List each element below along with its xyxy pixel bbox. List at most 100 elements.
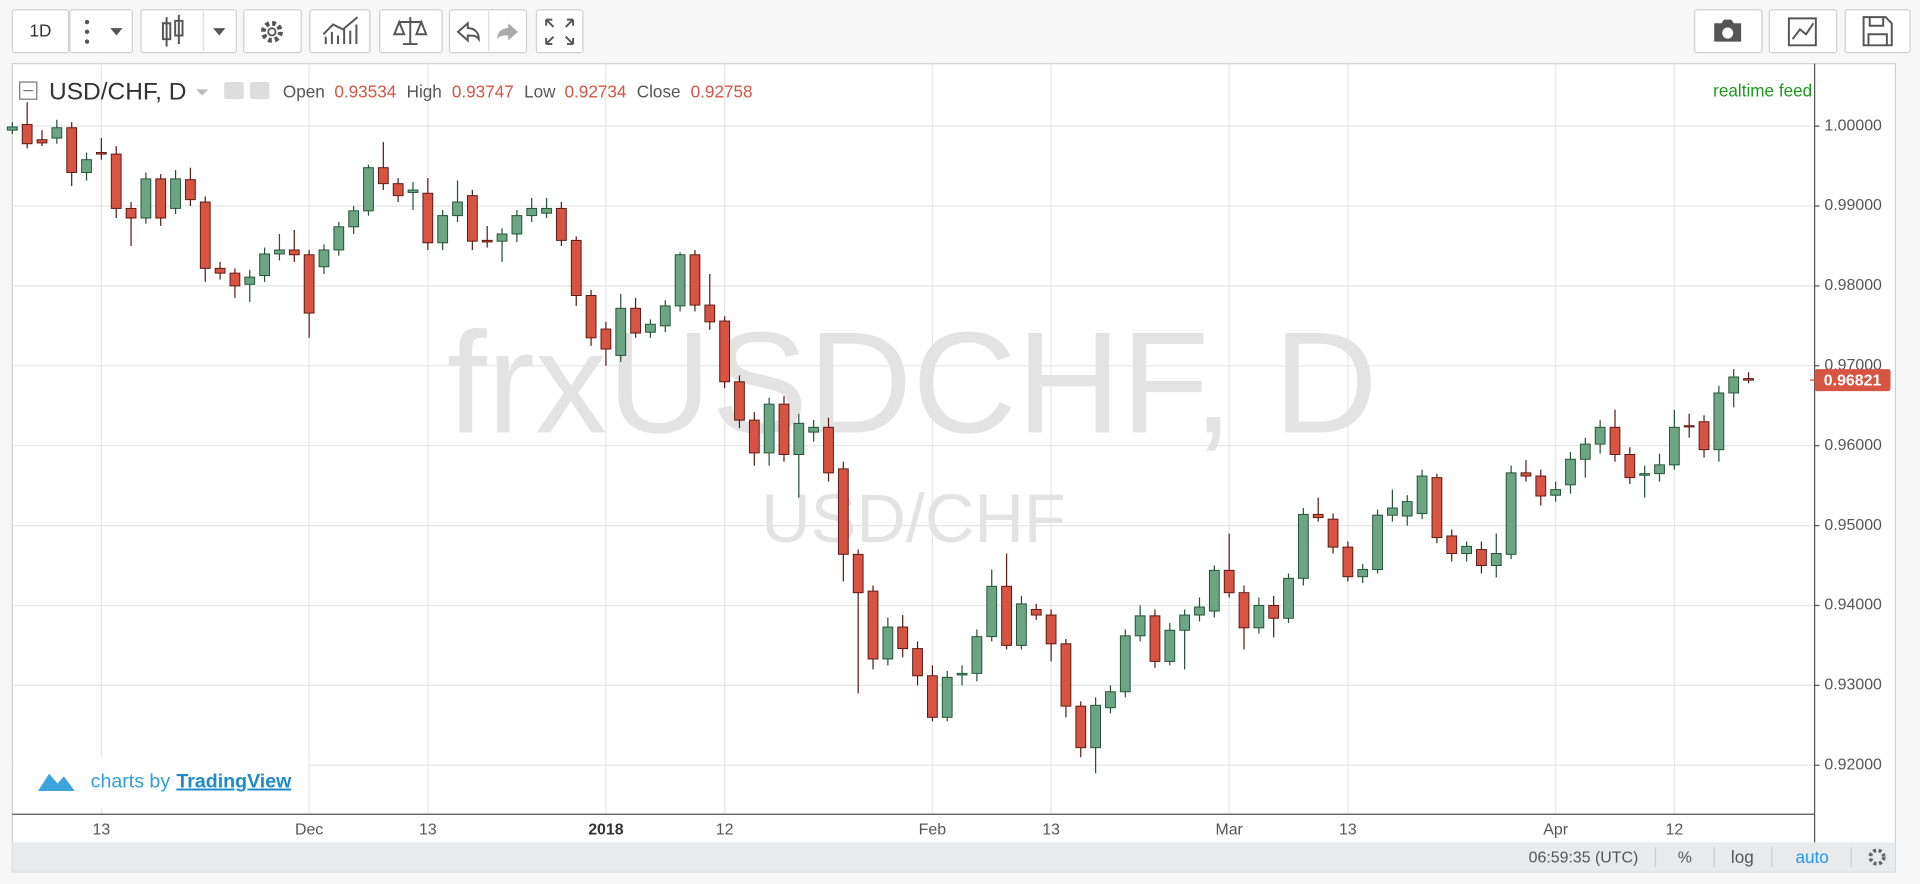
candle-body <box>719 320 731 383</box>
candle-body <box>1119 635 1131 693</box>
candle-body <box>600 328 612 350</box>
icon <box>84 19 90 25</box>
candle-body <box>1698 421 1710 451</box>
candle-body <box>689 254 701 306</box>
interval-label: 1D <box>30 20 52 40</box>
x-tick-label: 12 <box>716 821 734 838</box>
candle-body <box>1743 378 1754 381</box>
candle-body <box>36 139 48 144</box>
x-tick-label: 13 <box>1339 821 1357 838</box>
y-tick-label: 0.92000 <box>1824 756 1882 773</box>
candle-body <box>1060 643 1072 707</box>
candle-body <box>1490 553 1502 567</box>
log-toggle[interactable]: log <box>1731 847 1754 867</box>
icon[interactable] <box>224 82 244 100</box>
candle-body <box>1461 545 1472 555</box>
x-tick-label: 13 <box>1042 821 1060 838</box>
percent-toggle[interactable]: % <box>1678 849 1692 866</box>
candle-body <box>585 295 597 339</box>
candle-body <box>1683 425 1695 428</box>
y-tick-label: 0.98000 <box>1824 277 1882 294</box>
x-tick-label: Dec <box>295 821 323 838</box>
candle-body <box>1728 376 1740 394</box>
candle-body <box>496 233 508 242</box>
candle-body <box>1179 614 1191 631</box>
chart-style-button[interactable] <box>140 9 238 54</box>
candle-body <box>1639 473 1651 476</box>
candle-body <box>1387 507 1398 516</box>
candle-body <box>437 215 449 244</box>
candle-body <box>852 553 864 594</box>
candle-body <box>1342 546 1354 578</box>
watermark: frxUSDCHF, D <box>447 301 1378 463</box>
y-tick-label: 0.94000 <box>1824 597 1882 614</box>
icon <box>213 28 226 36</box>
settings-icon[interactable] <box>1868 848 1886 866</box>
candle-body <box>630 307 641 334</box>
candle-body <box>1654 464 1665 475</box>
interval-menu[interactable] <box>69 9 133 54</box>
candle-body <box>986 585 998 638</box>
candle-body <box>1357 569 1369 578</box>
candle-body <box>1713 392 1725 451</box>
candle-body <box>823 426 834 474</box>
candle-body <box>912 648 923 677</box>
candle-body <box>897 626 909 650</box>
candle-body <box>81 159 92 173</box>
candle-body <box>363 167 374 212</box>
icon <box>84 29 90 35</box>
candle-body <box>837 468 849 555</box>
candle-body <box>348 210 360 228</box>
candle-body <box>199 201 211 269</box>
legend-label: High <box>407 82 442 102</box>
legend-value: 0.92734 <box>565 82 627 102</box>
icon <box>267 27 277 37</box>
candle-body <box>1594 426 1606 445</box>
chart-frame <box>11 63 1897 873</box>
x-tick-label: Apr <box>1543 821 1568 838</box>
branding-link[interactable]: TradingView <box>176 771 292 793</box>
y-tick-label: 0.95000 <box>1824 517 1882 534</box>
candle-body <box>1001 585 1012 646</box>
candle-body <box>6 126 18 131</box>
candle-body <box>1194 606 1205 616</box>
indicators-button[interactable] <box>309 9 371 54</box>
interval-button[interactable] <box>11 9 70 54</box>
candle-body <box>1075 705 1087 749</box>
candle-body <box>229 272 241 287</box>
clock: 06:59:35 (UTC) <box>1529 849 1639 866</box>
candle-body <box>244 276 256 285</box>
candle-body <box>1223 569 1235 594</box>
candle-body <box>526 207 538 217</box>
y-tick-label: 0.99000 <box>1824 197 1882 214</box>
candle-body <box>1476 549 1487 567</box>
y-tick-label: 0.96000 <box>1824 437 1882 454</box>
candle-body <box>808 426 820 433</box>
candle-body <box>66 127 78 173</box>
candle-body <box>1297 513 1309 579</box>
icon[interactable] <box>249 82 270 100</box>
candle-body <box>21 124 33 145</box>
save-button[interactable] <box>1844 9 1911 54</box>
icon <box>497 23 518 41</box>
candle-body <box>763 403 775 454</box>
branding-prefix: charts by <box>91 771 171 793</box>
candle-body <box>1624 453 1636 479</box>
last-price-box <box>1814 369 1891 392</box>
candle-body <box>1446 535 1458 555</box>
legend-label: Low <box>524 82 556 102</box>
candle-body <box>645 323 656 333</box>
candle-body <box>1134 615 1146 637</box>
x-tick-label: Mar <box>1215 821 1243 838</box>
fullscreen-button[interactable] <box>535 9 584 54</box>
candle-body <box>734 381 745 421</box>
candle-body <box>95 152 107 155</box>
candle-body <box>259 253 270 277</box>
candle-body <box>570 239 582 296</box>
candle-body <box>1401 501 1413 517</box>
candle-body <box>333 226 345 251</box>
candle-body <box>659 305 671 327</box>
candle-body <box>1668 426 1680 466</box>
auto-toggle[interactable]: auto <box>1795 847 1828 867</box>
